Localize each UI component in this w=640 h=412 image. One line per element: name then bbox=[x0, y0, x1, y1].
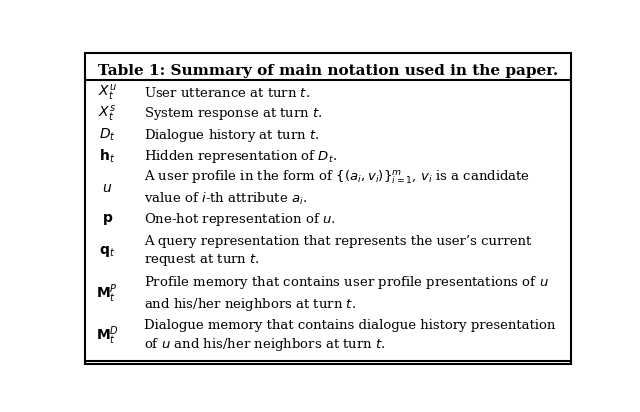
Text: $\mathbf{q}_t$: $\mathbf{q}_t$ bbox=[99, 244, 115, 259]
Text: A query representation that represents the user’s current
request at turn $t$.: A query representation that represents t… bbox=[145, 235, 532, 268]
Text: $u$: $u$ bbox=[102, 181, 113, 195]
Text: $X_t^s$: $X_t^s$ bbox=[99, 104, 116, 124]
Text: $\mathbf{p}$: $\mathbf{p}$ bbox=[102, 212, 113, 227]
Text: $X_t^u$: $X_t^u$ bbox=[98, 83, 116, 103]
Text: $\mathbf{M}_t^D$: $\mathbf{M}_t^D$ bbox=[96, 325, 119, 347]
Text: Dialogue history at turn $t$.: Dialogue history at turn $t$. bbox=[145, 126, 320, 143]
Text: Dialogue memory that contains dialogue history presentation
of $u$ and his/her n: Dialogue memory that contains dialogue h… bbox=[145, 318, 556, 353]
Text: $D_t$: $D_t$ bbox=[99, 127, 116, 143]
Text: System response at turn $t$.: System response at turn $t$. bbox=[145, 105, 323, 122]
Text: Profile memory that contains user profile presentations of $u$
and his/her neigh: Profile memory that contains user profil… bbox=[145, 274, 549, 313]
Text: A user profile in the form of $\{(a_i, v_i)\}_{i=1}^{m}$, $v_i$ is a candidate
v: A user profile in the form of $\{(a_i, v… bbox=[145, 169, 531, 207]
Text: One-hot representation of $u$.: One-hot representation of $u$. bbox=[145, 211, 336, 228]
Text: $\mathbf{M}_t^P$: $\mathbf{M}_t^P$ bbox=[97, 282, 118, 305]
Text: $\mathbf{h}_t$: $\mathbf{h}_t$ bbox=[99, 147, 115, 165]
Text: Hidden representation of $D_t$.: Hidden representation of $D_t$. bbox=[145, 147, 338, 165]
Text: User utterance at turn $t$.: User utterance at turn $t$. bbox=[145, 86, 310, 100]
Text: Table 1: Summary of main notation used in the paper.: Table 1: Summary of main notation used i… bbox=[98, 64, 558, 78]
